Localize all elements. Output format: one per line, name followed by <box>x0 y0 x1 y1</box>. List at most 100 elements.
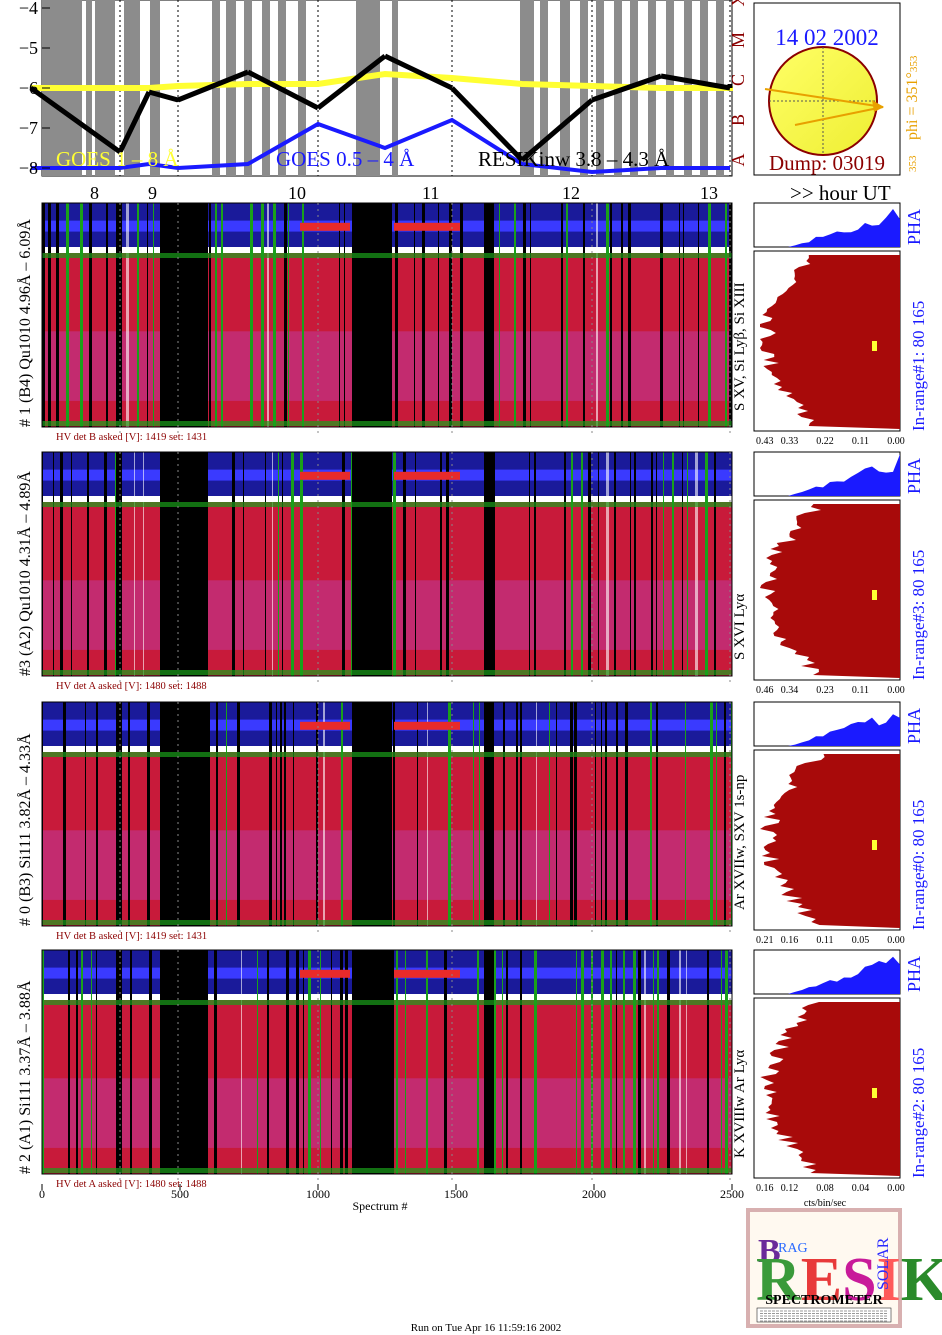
channel-gap <box>484 950 494 1174</box>
channel-stripe <box>345 950 348 1174</box>
channel-stripe <box>601 702 602 926</box>
x-tick-label: 1500 <box>444 1187 468 1201</box>
channel-gap <box>116 452 122 676</box>
channel-stripe <box>549 702 550 926</box>
channel-stripe <box>514 203 516 427</box>
channel-stripe <box>570 702 573 926</box>
goes-05-4-curve <box>30 117 730 175</box>
dump-label: Dump: 03019 <box>769 151 885 175</box>
channel-stripe <box>630 452 631 676</box>
goes-gap-bar <box>212 0 220 176</box>
channel-stripe <box>660 203 663 427</box>
logo-big-text: RESIK <box>756 1246 942 1314</box>
spectrum-axis-label: Spectrum # <box>353 1199 408 1213</box>
goes-y-tick-label: −7 <box>19 118 38 138</box>
line-label: S XVI Lyα <box>732 594 748 660</box>
channel-stripe <box>417 702 418 926</box>
channel-stripe <box>216 702 218 926</box>
channel-stripe <box>571 452 573 676</box>
channel-stripe <box>96 950 97 1174</box>
x-tick-label: 1000 <box>306 1187 330 1201</box>
channel-gap <box>116 950 122 1174</box>
in-range-label: In-range#2: 80 165 <box>909 1048 928 1178</box>
channel-stripe <box>396 950 398 1174</box>
channel-strip-line <box>394 721 460 730</box>
pha-histogram <box>760 956 900 994</box>
channel-stripe <box>530 203 531 427</box>
hour-label: 8 <box>90 183 99 203</box>
channel-stripe <box>657 950 659 1174</box>
channel-stripe <box>725 950 728 1174</box>
channel-stripe <box>85 702 86 926</box>
goes-gap-bar <box>540 0 548 176</box>
hour-ut-label: >> hour UT <box>790 181 891 205</box>
channel-stripe <box>534 452 536 676</box>
pha-histogram <box>760 714 900 746</box>
channel-stripe <box>104 452 107 676</box>
channel-stripe <box>288 203 289 427</box>
channel-stripe <box>682 452 683 676</box>
channel-stripe <box>574 702 577 926</box>
channel-stripe <box>605 702 607 926</box>
channel-stripe <box>261 203 264 427</box>
channel-stripe <box>610 203 612 427</box>
channel-stripe <box>663 452 664 676</box>
channel-stripe <box>422 203 425 427</box>
pha-label: PHA <box>904 956 924 992</box>
channel-stripe <box>583 203 585 427</box>
channel-stripe <box>623 950 625 1174</box>
channel-stripe <box>448 702 451 926</box>
resik-curve-segment <box>591 73 662 103</box>
hv-label: HV det B asked [V]: 1419 set: 1431 <box>56 931 207 942</box>
channel-stripe <box>214 950 217 1174</box>
channel-stripe <box>250 203 253 427</box>
channel-panel: HV det B asked [V]: 1419 set: 1431 # 1 (B… <box>16 202 928 447</box>
channel-stripe <box>502 950 503 1174</box>
goes-class-label: B <box>728 114 748 126</box>
histogram-tick-label: 0.11 <box>816 935 833 946</box>
channel-stripe <box>591 950 593 1174</box>
channel-stripe <box>516 702 518 926</box>
channel-stripe <box>724 702 726 926</box>
channel-stripe <box>316 702 318 926</box>
channel-stripe <box>523 203 526 427</box>
channel-stripe <box>63 702 66 926</box>
channel-stripe <box>91 950 92 1174</box>
in-range-label: In-range#3: 80 165 <box>909 550 928 680</box>
in-range-marker <box>872 840 877 850</box>
resik-curve-segment <box>246 69 320 111</box>
histogram-tick-label: 0.12 <box>781 1183 799 1194</box>
channel-stripe <box>460 203 463 427</box>
hour-label: 10 <box>288 183 306 203</box>
logo-fine-print <box>760 1310 888 1322</box>
channel-stripe <box>276 702 277 926</box>
histogram-tick-label: 0.00 <box>887 1183 905 1194</box>
spectrometer-channels: HV det B asked [V]: 1419 set: 1431 # 1 (B… <box>16 202 928 1194</box>
pha-histogram <box>760 209 900 247</box>
pha-label: PHA <box>904 209 924 245</box>
channel-stripe <box>520 702 522 926</box>
resik-curve-segment <box>177 69 249 103</box>
channel-stripe <box>621 203 623 427</box>
channel-ylabel: # 2 (A1) Si111 3.37Å – 3.88Å <box>16 980 34 1174</box>
channel-stripe <box>506 950 508 1174</box>
channel-stripe <box>598 452 599 676</box>
histogram-tick-label: 0.00 <box>887 436 905 447</box>
channel-stripe <box>534 950 537 1174</box>
channel-stripe <box>149 950 152 1174</box>
channel-stripe <box>393 452 396 676</box>
channel-stripe <box>685 702 686 926</box>
channel-stripe <box>716 702 717 926</box>
channel-stripe <box>616 702 618 926</box>
channel-strip-line <box>394 222 460 231</box>
svg-text:SOLAR: SOLAR <box>875 1237 892 1290</box>
channel-stripe <box>667 950 670 1174</box>
channel-stripe <box>147 203 148 427</box>
channel-stripe <box>536 702 537 926</box>
channel-stripe <box>280 702 282 926</box>
channel-gap <box>160 702 208 926</box>
channel-stripe <box>143 452 144 676</box>
channel-stripe <box>393 702 395 926</box>
channel-ylabel: # 0 (B3) Si111 3.82Å – 4.33Å <box>16 733 34 926</box>
channel-stripe <box>232 452 235 676</box>
